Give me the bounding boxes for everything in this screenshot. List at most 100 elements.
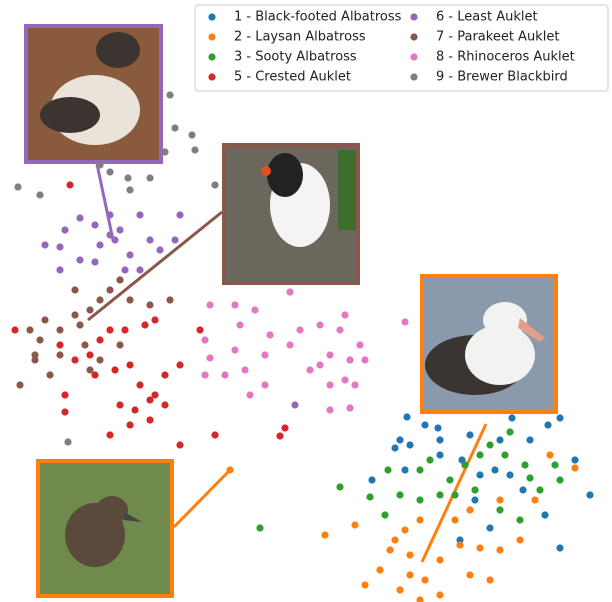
point <box>434 424 441 431</box>
point <box>146 396 153 403</box>
point <box>436 491 443 498</box>
point <box>201 336 208 343</box>
point <box>536 486 543 493</box>
point <box>421 421 428 428</box>
point <box>526 474 533 481</box>
legend-label: 5 - Crested Auklet <box>234 70 351 85</box>
point <box>36 336 43 343</box>
point <box>126 361 133 368</box>
point <box>571 456 578 463</box>
point <box>96 336 103 343</box>
point <box>306 366 313 373</box>
point <box>361 581 368 588</box>
point <box>516 536 523 543</box>
point <box>436 556 443 563</box>
legend-marker <box>208 73 215 80</box>
point <box>496 436 503 443</box>
point <box>381 511 388 518</box>
point <box>96 241 103 248</box>
point <box>346 404 353 411</box>
point <box>508 414 515 421</box>
point <box>121 326 128 333</box>
point <box>106 168 113 175</box>
point <box>176 361 183 368</box>
point <box>466 506 473 513</box>
point <box>556 476 563 483</box>
point <box>486 441 493 448</box>
point <box>351 521 358 528</box>
point <box>56 351 63 358</box>
legend-marker <box>410 13 417 20</box>
point <box>26 326 33 333</box>
point <box>476 471 483 478</box>
point <box>241 366 248 373</box>
point <box>41 316 48 323</box>
point <box>368 476 375 483</box>
point <box>486 524 493 531</box>
point <box>476 544 483 551</box>
point <box>286 288 293 295</box>
point <box>396 491 403 498</box>
point <box>171 236 178 243</box>
point <box>471 496 478 503</box>
connector <box>174 470 230 527</box>
point <box>106 431 113 438</box>
point <box>261 381 268 388</box>
point <box>14 183 21 190</box>
point <box>136 381 143 388</box>
point <box>211 181 218 188</box>
point <box>66 181 73 188</box>
point <box>161 401 168 408</box>
point <box>281 424 288 431</box>
point <box>384 466 391 473</box>
legend-marker <box>208 33 215 40</box>
point <box>421 576 428 583</box>
point <box>211 431 218 438</box>
point <box>56 326 63 333</box>
point <box>71 356 78 363</box>
point <box>221 371 228 378</box>
point <box>436 436 443 443</box>
point <box>296 326 303 333</box>
point <box>466 431 473 438</box>
legend-label: 7 - Parakeet Auklet <box>436 30 559 45</box>
point <box>276 432 283 439</box>
point <box>91 221 98 228</box>
point <box>351 381 358 388</box>
point <box>126 251 133 258</box>
point <box>426 456 433 463</box>
legend-marker <box>410 53 417 60</box>
point <box>201 371 208 378</box>
point <box>356 341 363 348</box>
point <box>416 466 423 473</box>
point <box>406 571 413 578</box>
point <box>466 571 473 578</box>
point <box>86 366 93 373</box>
point <box>341 376 348 383</box>
point <box>76 256 83 263</box>
point <box>206 354 213 361</box>
point <box>519 486 526 493</box>
point <box>476 451 483 458</box>
point <box>161 148 168 155</box>
point <box>336 326 343 333</box>
point <box>106 211 113 218</box>
point <box>111 366 118 373</box>
point <box>401 466 408 473</box>
point <box>141 321 148 328</box>
point <box>376 566 383 573</box>
legend-marker <box>208 13 215 20</box>
point <box>126 296 133 303</box>
photo-annotations <box>26 26 556 596</box>
point <box>346 356 353 363</box>
point <box>146 236 153 243</box>
point <box>416 516 423 523</box>
point <box>166 91 173 98</box>
point <box>76 321 83 328</box>
legend-label: 3 - Sooty Albatross <box>234 50 357 65</box>
point <box>81 341 88 348</box>
point <box>136 266 143 273</box>
point <box>326 406 333 413</box>
point <box>31 356 38 363</box>
point <box>436 451 443 458</box>
